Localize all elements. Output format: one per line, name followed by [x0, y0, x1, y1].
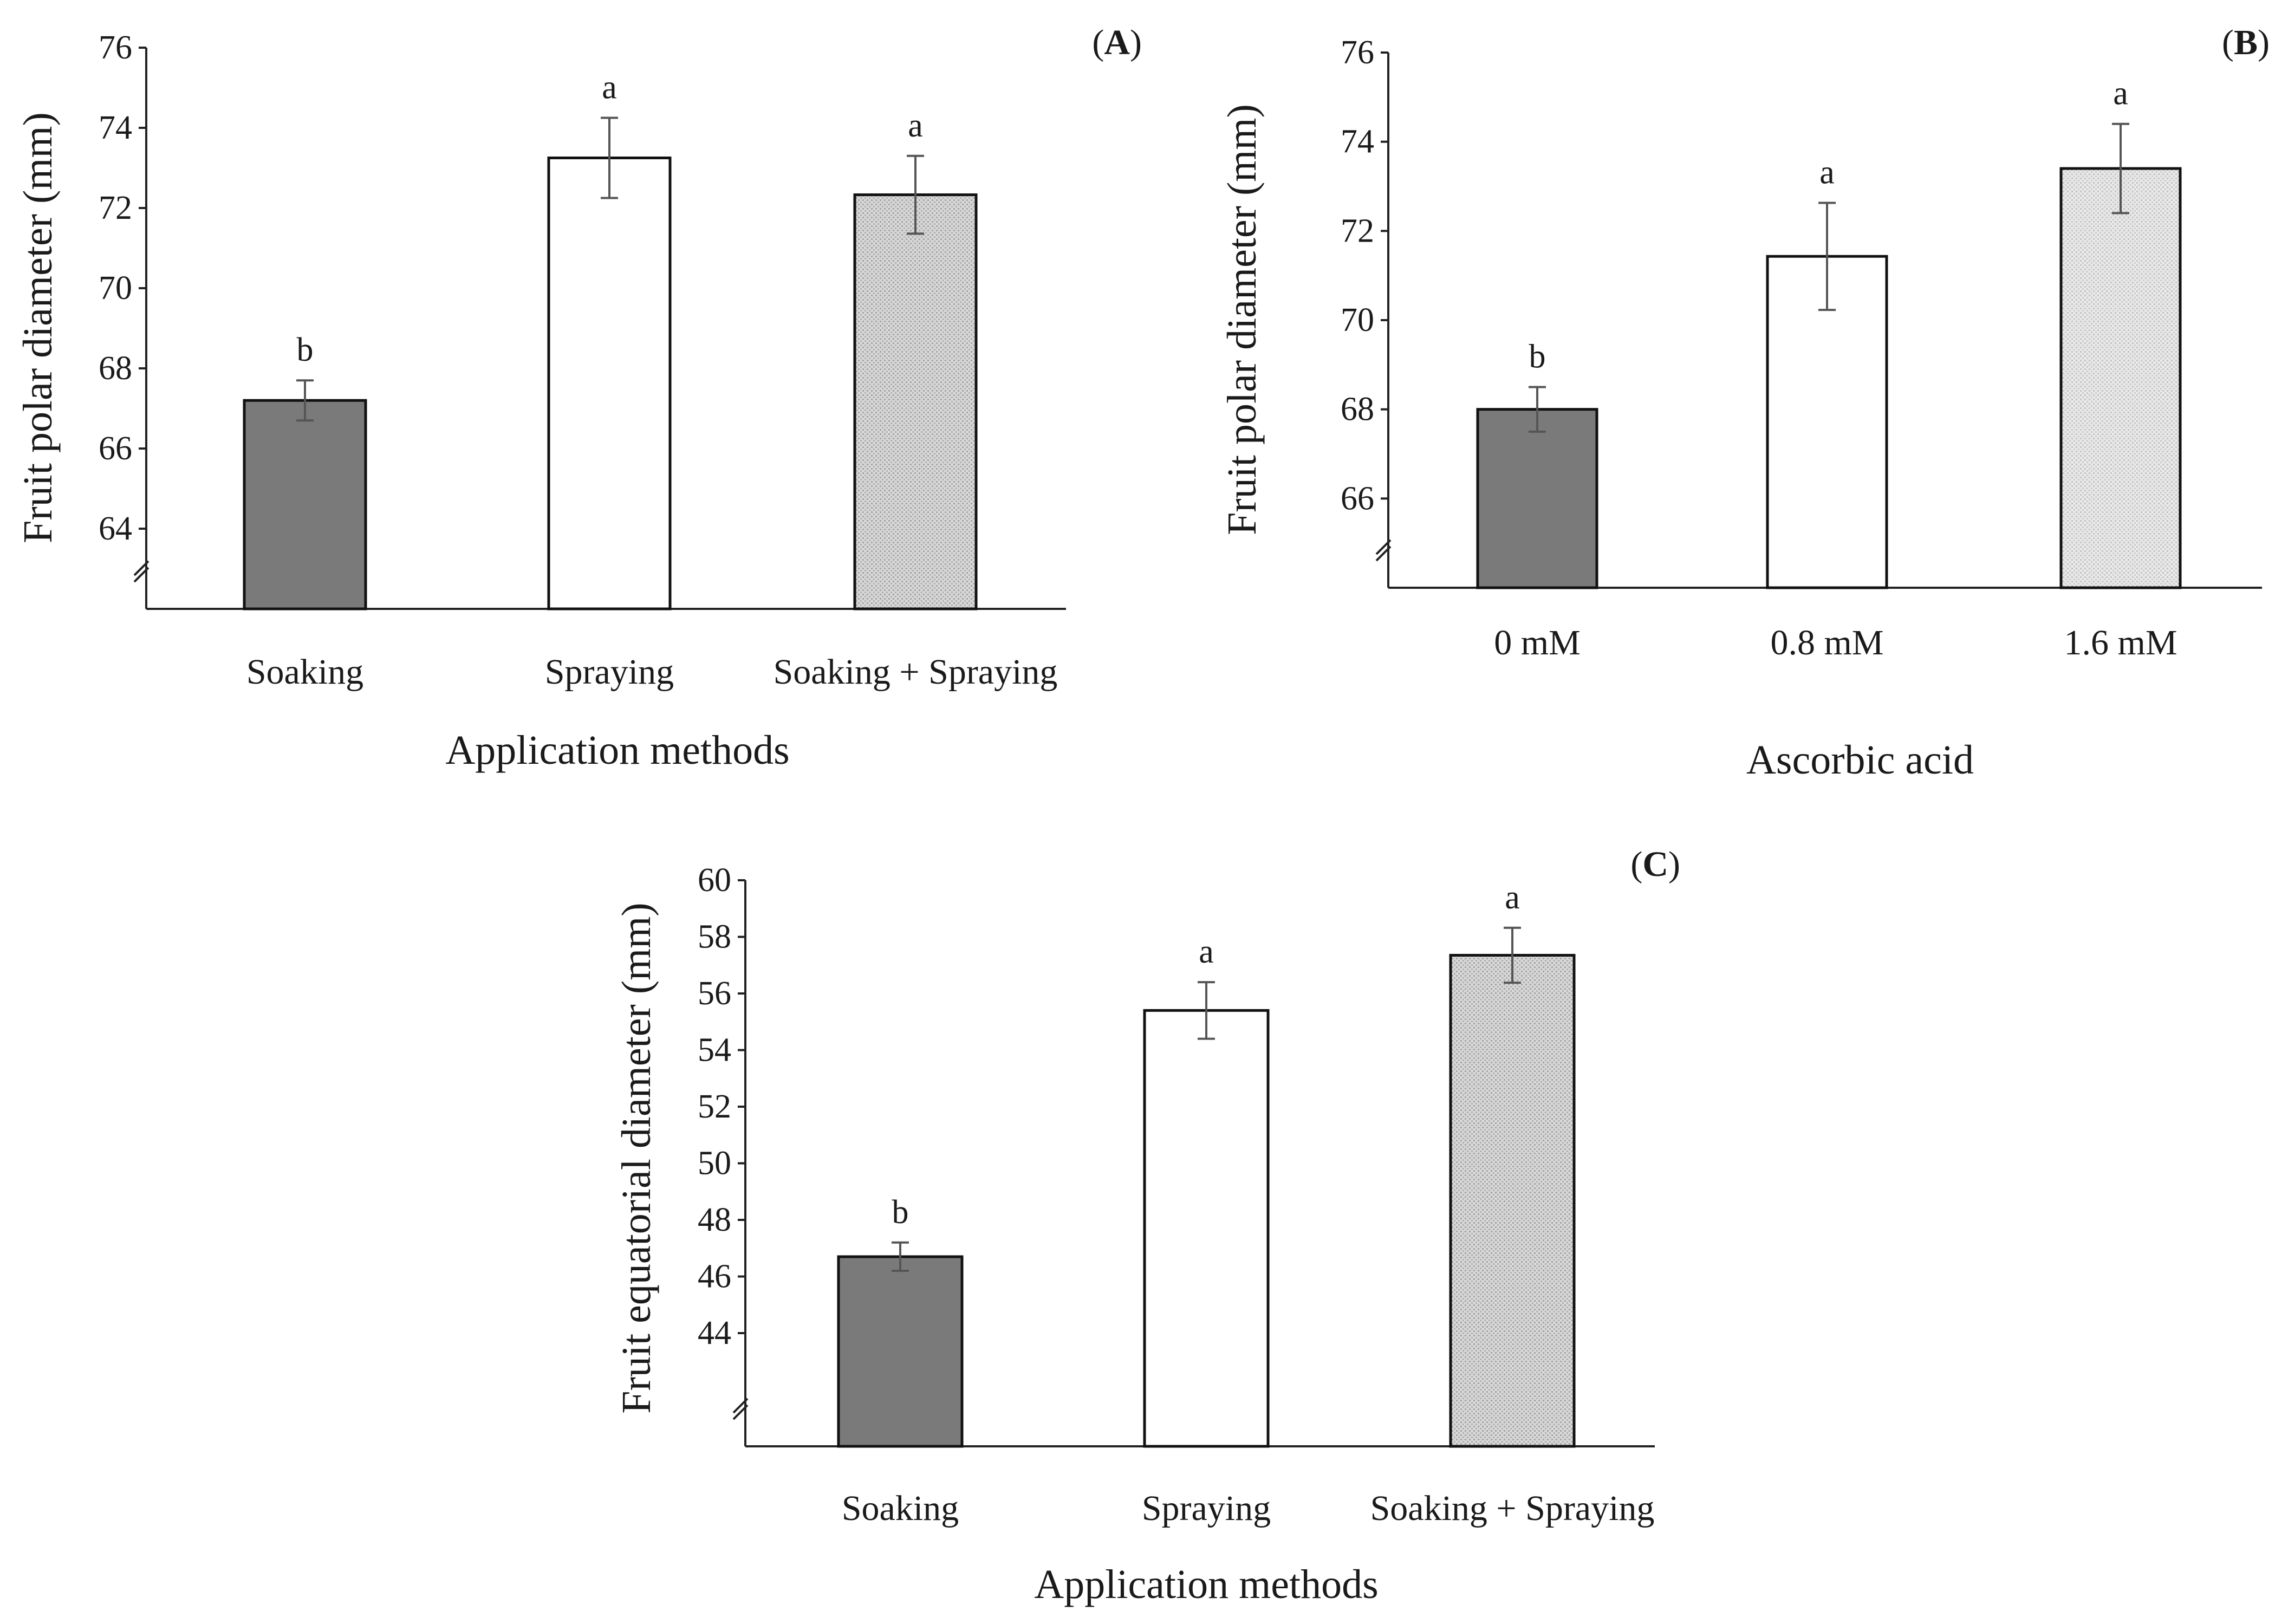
- panel-letter: A: [1104, 23, 1130, 62]
- x-category-label: 0 mM: [1494, 623, 1581, 662]
- y-tick-label: 70: [1341, 302, 1374, 339]
- x-category-label: 1.6 mM: [2064, 623, 2177, 662]
- bar-soaking: [837, 1255, 964, 1448]
- y-tick-label: 54: [698, 1032, 731, 1069]
- significance-letter: a: [1199, 933, 1214, 970]
- y-tick-label: 48: [698, 1201, 731, 1238]
- panel-label: (C): [1630, 845, 1680, 884]
- y-tick-label: 76: [99, 29, 132, 66]
- x-category-label: Soaking + Spraying: [1370, 1489, 1655, 1528]
- significance-letter: b: [892, 1194, 909, 1231]
- y-tick-label: 68: [99, 350, 132, 387]
- y-tick-label: 60: [698, 862, 731, 899]
- bar-0-8-mm: [1766, 255, 1888, 589]
- y-tick-label: 68: [1341, 391, 1374, 428]
- x-axis-title: Application methods: [445, 727, 789, 773]
- y-axis-title: Fruit equatorial diameter (mm): [614, 902, 659, 1413]
- panel-b-chart: 66 68 70 72 74 76 b 0 mM a 0.8 mM a 1.6 mM Ascorbic …: [1219, 23, 2270, 783]
- axis-break-mark: [133, 567, 150, 583]
- bar-soaking-spraying: [1449, 953, 1576, 1448]
- significance-letter: a: [1505, 879, 1520, 916]
- x-category-label: Soaking: [842, 1489, 959, 1528]
- y-axis-title: Fruit polar diameter (mm): [1219, 104, 1265, 535]
- y-tick-label: 76: [1341, 34, 1374, 71]
- significance-letter: a: [908, 107, 923, 144]
- bar-spraying: [1143, 1009, 1270, 1448]
- y-tick-label: 74: [1341, 124, 1374, 160]
- bar-spraying: [547, 157, 672, 610]
- axis-break-mark: [732, 1398, 749, 1414]
- y-tick-label: 70: [99, 270, 132, 307]
- significance-letter: b: [297, 332, 314, 368]
- axis-break-mark: [1375, 545, 1392, 562]
- panel-label: (A): [1092, 23, 1142, 62]
- y-tick-label: 56: [698, 975, 731, 1012]
- x-axis-title: Application methods: [1034, 1562, 1378, 1607]
- x-category-label: Soaking + Spraying: [774, 652, 1058, 692]
- axis-break-mark: [1375, 539, 1392, 555]
- y-tick-label: 66: [1341, 480, 1374, 517]
- panel-letter: B: [2234, 23, 2258, 62]
- significance-letter: b: [1529, 339, 1546, 375]
- x-category-label: 0.8 mM: [1770, 623, 1883, 662]
- bar-soaking-spraying: [853, 193, 978, 610]
- x-category-label: Soaking: [246, 652, 363, 692]
- bar-soaking: [243, 399, 367, 610]
- y-tick-label: 64: [99, 510, 132, 547]
- significance-letter: a: [1819, 154, 1835, 191]
- bar-1-6-mm: [2059, 167, 2182, 589]
- significance-letter: a: [2113, 75, 2128, 112]
- panel-letter: C: [1642, 845, 1668, 884]
- x-axis-title: Ascorbic acid: [1746, 737, 1974, 783]
- y-tick-label: 72: [99, 190, 132, 226]
- axis-break-mark: [133, 560, 150, 576]
- bar-0-mm: [1476, 408, 1598, 589]
- y-tick-label: 72: [1341, 212, 1374, 249]
- panel-a-chart: 64 66 68 70 72 74 76 b Soaking a Spraying a Soaking …: [15, 23, 1142, 773]
- panel-c-chart: 44 46 48 50 52 54 56 58 60 b Soaking a Spraying a Soak…: [614, 845, 1680, 1607]
- panel-label: (B): [2222, 23, 2270, 62]
- x-category-label: Spraying: [1142, 1489, 1271, 1528]
- y-tick-label: 46: [698, 1258, 731, 1295]
- y-axis-title: Fruit polar diameter (mm): [15, 112, 61, 543]
- x-category-label: Spraying: [545, 652, 674, 692]
- y-tick-label: 50: [698, 1145, 731, 1182]
- y-tick-label: 44: [698, 1315, 731, 1352]
- y-tick-label: 74: [99, 109, 132, 146]
- y-tick-label: 66: [99, 430, 132, 467]
- y-tick-label: 52: [698, 1088, 731, 1125]
- y-tick-label: 58: [698, 919, 731, 956]
- axis-break-mark: [732, 1404, 749, 1420]
- significance-letter: a: [602, 69, 617, 106]
